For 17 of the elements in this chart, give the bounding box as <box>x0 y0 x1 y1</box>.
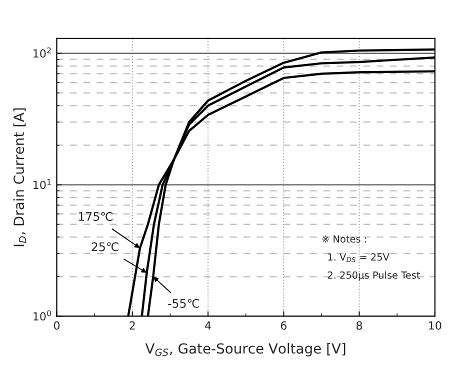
x-tick-label: 4 <box>205 321 211 330</box>
y-tick-label: 10$^{1}$ <box>34 179 51 190</box>
x-tick-label: 6 <box>280 321 286 330</box>
x-axis-title: V$_{GS}$, Gate-Source Voltage [V] <box>145 342 346 356</box>
x-tick-label: 2 <box>130 321 135 330</box>
y-tick-label: 10$^{2}$ <box>34 47 51 58</box>
annotation: 175℃ <box>78 212 113 221</box>
x-tick-label: 10 <box>429 321 442 330</box>
annotation: ※ Notes : <box>322 235 366 243</box>
x-tick-label: 8 <box>356 321 362 330</box>
annotation: 25℃ <box>92 242 118 252</box>
annotation: 1. V$_{DS}$ = 25V <box>328 253 390 262</box>
annotation: -55℃ <box>168 298 200 308</box>
y-tick-label: 10$^{0}$ <box>34 310 52 321</box>
y-axis-title: I$_{D}$, Drain Current [A] <box>13 108 26 246</box>
x-tick-label: 0 <box>54 321 60 330</box>
annotation: 2. 250μs Pulse Test <box>328 271 420 281</box>
